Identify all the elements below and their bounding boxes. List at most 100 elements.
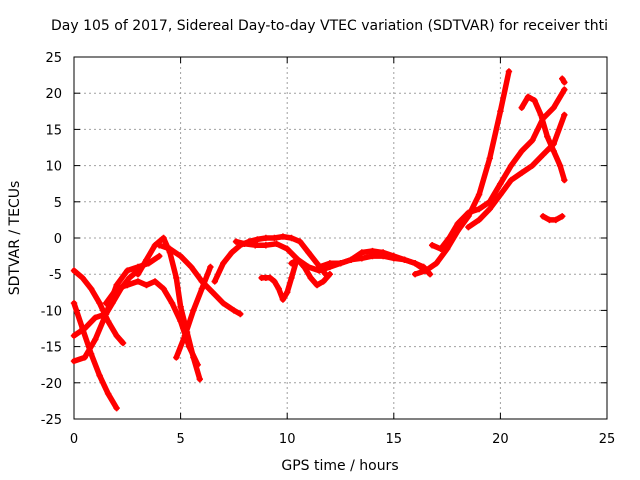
data-point <box>87 285 95 292</box>
data-point <box>550 147 557 155</box>
data-point <box>81 325 88 332</box>
series-arc-19 <box>559 75 568 86</box>
data-point <box>134 271 142 278</box>
data-point <box>507 176 515 184</box>
data-point <box>160 285 167 292</box>
data-point <box>181 332 189 339</box>
data-point <box>475 205 483 213</box>
data-point <box>241 240 248 247</box>
x-tick-label: 15 <box>386 432 403 447</box>
data-point <box>486 155 493 162</box>
data-point <box>70 299 78 307</box>
data-point <box>539 213 547 220</box>
y-tick-label: -5 <box>49 268 62 283</box>
data-point <box>70 332 78 339</box>
data-point <box>104 390 112 397</box>
data-point <box>475 216 483 224</box>
series-arc-5 <box>102 278 201 368</box>
data-point <box>454 220 461 227</box>
data-point <box>96 299 103 307</box>
data-point <box>124 281 131 289</box>
data-point <box>262 234 270 242</box>
data-point <box>92 336 99 343</box>
data-point <box>79 274 86 282</box>
data-point <box>411 271 419 278</box>
x-axis: 0 5 10 15 20 25 <box>70 57 615 447</box>
data-point <box>358 255 366 262</box>
data-point <box>465 209 472 216</box>
data-point <box>426 271 434 278</box>
series-arc-10 <box>232 238 429 274</box>
data-point <box>411 260 419 267</box>
data-point <box>524 93 532 101</box>
data-point <box>220 260 227 267</box>
data-point <box>497 180 504 187</box>
data-point <box>529 137 536 144</box>
y-axis: -25 -20 -15 -10 -5 0 5 10 15 20 25 <box>41 51 607 428</box>
series-trace <box>135 235 203 382</box>
y-tick-label: -25 <box>41 413 62 428</box>
data-point <box>113 332 120 339</box>
data-point <box>198 278 206 285</box>
series-trace <box>316 253 433 277</box>
data-point <box>561 111 568 119</box>
series-arc-16 <box>465 111 568 231</box>
data-point <box>143 256 150 263</box>
data-point <box>126 274 133 282</box>
data-point <box>279 233 287 240</box>
data-point <box>156 252 163 260</box>
series-trace <box>412 68 512 277</box>
data-point <box>369 252 376 260</box>
x-tick-label: 10 <box>279 432 296 447</box>
data-point <box>326 260 334 267</box>
series-arc-8 <box>156 242 244 318</box>
data-point <box>156 242 163 249</box>
data-point <box>313 281 321 289</box>
data-point <box>124 267 131 274</box>
data-point <box>113 404 120 412</box>
series-arc-18 <box>539 213 566 224</box>
data-point <box>284 245 291 253</box>
data-point <box>443 245 451 253</box>
data-point <box>401 256 408 263</box>
data-point <box>529 162 536 169</box>
data-point <box>196 375 203 383</box>
series-arc-13 <box>315 252 434 278</box>
data-point <box>173 354 180 361</box>
data-point <box>70 267 78 274</box>
series-arc-14 <box>411 68 513 278</box>
data-point <box>550 104 557 111</box>
data-point <box>539 151 547 158</box>
data-point <box>379 252 387 260</box>
y-tick-label: 0 <box>54 232 62 247</box>
data-point <box>561 79 568 86</box>
data-point <box>173 274 180 282</box>
y-axis-label: SDTVAR / TECUs <box>7 181 23 296</box>
data-point <box>531 97 538 104</box>
series-arc-3 <box>70 252 163 365</box>
data-point <box>177 252 184 260</box>
data-point <box>288 234 295 242</box>
data-point <box>188 263 195 271</box>
data-series <box>70 68 568 412</box>
data-point <box>390 255 397 262</box>
grid <box>74 57 607 419</box>
data-point <box>266 274 274 282</box>
data-point <box>337 260 344 267</box>
data-point <box>433 260 440 267</box>
data-point <box>228 249 235 256</box>
data-point <box>273 240 280 247</box>
x-axis-label: GPS time / hours <box>281 458 398 474</box>
data-point <box>294 256 302 263</box>
x-tick-label: 5 <box>176 432 184 447</box>
data-point <box>288 274 295 282</box>
series-arc-17 <box>518 93 568 184</box>
data-point <box>518 169 525 177</box>
data-point <box>211 278 218 285</box>
series-trace <box>465 112 568 230</box>
x-tick-label: 0 <box>70 432 78 447</box>
data-point <box>475 191 483 198</box>
y-tick-label: -20 <box>41 377 62 392</box>
data-point <box>109 299 116 307</box>
